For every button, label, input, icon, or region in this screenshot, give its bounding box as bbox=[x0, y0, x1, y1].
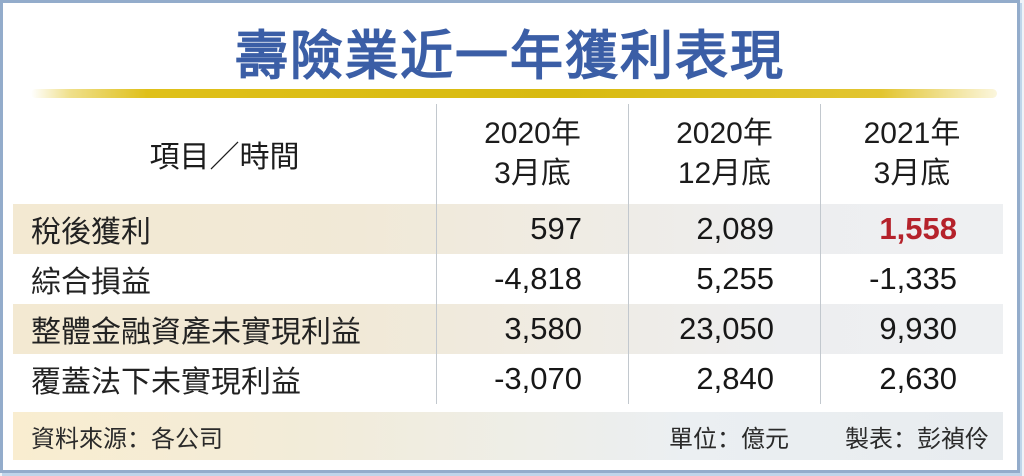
cell-value-highlighted: 1,558 bbox=[820, 204, 1003, 254]
cell-value: -4,818 bbox=[436, 254, 628, 304]
column-header-item-time: 項目／時間 bbox=[149, 141, 300, 174]
cell-value: 5,255 bbox=[628, 254, 820, 304]
table-footer: 資料來源：各公司 單位：億元 製表：彭禎伶 bbox=[13, 412, 1003, 460]
cell-value: 3,580 bbox=[436, 304, 628, 354]
cell-value: 9,930 bbox=[820, 304, 1003, 354]
table-row-after-tax-profit: 稅後獲利 597 2,089 1,558 bbox=[13, 204, 1003, 254]
cell-value: -1,335 bbox=[820, 254, 1003, 304]
page-title: 壽險業近一年獲利表現 bbox=[235, 27, 785, 86]
cell-value: -3,070 bbox=[436, 354, 628, 404]
column-header-2020-dec: 2020年 12月底 bbox=[628, 104, 820, 204]
table-row-unrealized-gains-overlay: 覆蓋法下未實現利益 -3,070 2,840 2,630 bbox=[13, 354, 1003, 404]
title-underline-rule bbox=[31, 89, 997, 98]
row-label: 稅後獲利 bbox=[31, 216, 151, 249]
row-label: 綜合損益 bbox=[31, 266, 151, 299]
credit-note: 製表：彭禎伶 bbox=[845, 425, 989, 453]
cell-value: 23,050 bbox=[628, 304, 820, 354]
cell-value: 2,840 bbox=[628, 354, 820, 404]
unit-note: 單位：億元 bbox=[669, 425, 789, 453]
period-month: 12月底 bbox=[677, 157, 772, 190]
cell-value: 2,630 bbox=[820, 354, 1003, 404]
table-row-unrealized-gains-total: 整體金融資產未實現利益 3,580 23,050 9,930 bbox=[13, 304, 1003, 354]
period-month: 3月底 bbox=[873, 157, 951, 190]
cell-value: 597 bbox=[436, 204, 628, 254]
period-year: 2020年 bbox=[484, 116, 581, 150]
column-header-2021-mar: 2021年 3月底 bbox=[820, 104, 1003, 204]
profit-table: 項目／時間 2020年 3月底 2020年 12月底 2021年 3月底 稅後獲… bbox=[13, 104, 1003, 404]
period-month: 3月底 bbox=[494, 157, 571, 190]
column-header-2020-mar: 2020年 3月底 bbox=[436, 104, 628, 204]
period-year: 2021年 bbox=[863, 116, 961, 150]
table-row-comprehensive-income: 綜合損益 -4,818 5,255 -1,335 bbox=[13, 254, 1003, 304]
period-year: 2020年 bbox=[676, 116, 773, 150]
row-label: 整體金融資產未實現利益 bbox=[31, 316, 361, 349]
cell-value: 2,089 bbox=[628, 204, 820, 254]
data-source-note: 資料來源：各公司 bbox=[31, 425, 223, 453]
table-header-row: 項目／時間 2020年 3月底 2020年 12月底 2021年 3月底 bbox=[13, 104, 1003, 204]
row-label: 覆蓋法下未實現利益 bbox=[31, 366, 301, 399]
